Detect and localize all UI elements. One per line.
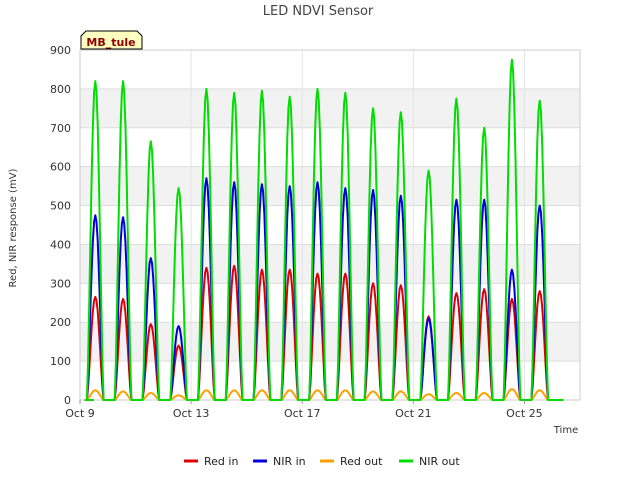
station-badge-shape bbox=[80, 30, 143, 50]
legend-label-nir-in: NIR in bbox=[273, 455, 306, 468]
series-line-nir-out bbox=[84, 58, 564, 401]
y-tick-label: 800 bbox=[50, 83, 71, 96]
y-tick-label: 500 bbox=[50, 200, 71, 213]
x-tick-label: Oct 17 bbox=[284, 407, 321, 420]
grid-band bbox=[80, 88, 580, 128]
x-tick-label: Oct 13 bbox=[173, 407, 210, 420]
legend-label-red-in: Red in bbox=[204, 455, 238, 468]
y-tick-label: 900 bbox=[50, 44, 71, 57]
y-tick-label: 600 bbox=[50, 161, 71, 174]
chart-title: LED NDVI Sensor bbox=[263, 4, 374, 19]
y-tick-label: 400 bbox=[50, 238, 71, 251]
y-tick-label: 700 bbox=[50, 122, 71, 135]
x-axis-label: Time bbox=[553, 425, 578, 436]
grid-bands bbox=[80, 88, 580, 362]
y-tick-labels: 0 100 200 300 400 500 600 700 800 900 bbox=[50, 44, 71, 407]
legend: Red in NIR in Red out NIR out bbox=[184, 455, 460, 468]
x-tick-labels: Oct 9 Oct 13 Oct 17 Oct 21 Oct 25 bbox=[65, 400, 543, 420]
series-line-red-out bbox=[84, 388, 564, 401]
legend-label-red-out: Red out bbox=[340, 455, 383, 468]
station-badge-label: MB_tule bbox=[86, 36, 135, 49]
grid-band bbox=[80, 244, 580, 284]
series-group bbox=[84, 58, 564, 401]
station-badge: MB_tule bbox=[80, 30, 143, 50]
y-axis-label: Red, NIR response (mV) bbox=[8, 168, 19, 287]
y-tick-label: 300 bbox=[50, 277, 71, 290]
x-tick-label: Oct 25 bbox=[506, 407, 543, 420]
y-tick-label: 100 bbox=[50, 355, 71, 368]
y-tick-label: 200 bbox=[50, 316, 71, 329]
x-tick-label: Oct 21 bbox=[395, 407, 432, 420]
x-tick-label: Oct 9 bbox=[65, 407, 95, 420]
legend-label-nir-out: NIR out bbox=[419, 455, 460, 468]
grid-band bbox=[80, 322, 580, 362]
y-tick-label: 0 bbox=[64, 394, 71, 407]
grid-band bbox=[80, 166, 580, 206]
